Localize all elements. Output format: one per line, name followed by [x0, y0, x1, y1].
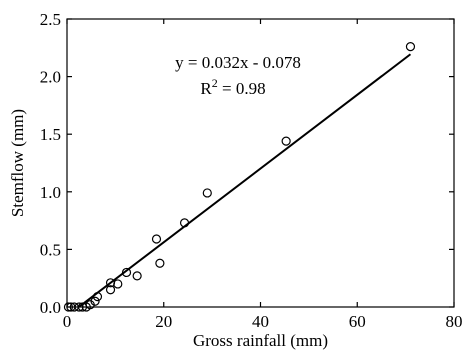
- r-squared-annotation: R2 = 0.98: [200, 76, 265, 98]
- y-tick-label: 1.5: [40, 125, 61, 144]
- y-tick-label: 2.5: [40, 10, 61, 29]
- x-tick-label: 80: [446, 312, 463, 331]
- r2-suffix: = 0.98: [218, 79, 266, 98]
- data-point: [132, 271, 142, 281]
- data-point: [105, 285, 116, 295]
- data-point: [155, 258, 165, 268]
- data-point: [113, 279, 123, 289]
- data-point: [151, 234, 162, 244]
- y-tick-label: 1.0: [40, 183, 61, 202]
- axis-ticks: 0 20 40 60 80 0.0 0.5 1.0 1.5 2.0 2.5: [40, 10, 463, 331]
- r2-superscript: 2: [212, 76, 218, 90]
- regression-equation: y = 0.032x - 0.078: [175, 53, 301, 72]
- x-axis-label: Gross rainfall (mm): [193, 331, 328, 350]
- x-tick-label: 0: [63, 312, 72, 331]
- x-tick-label: 20: [155, 312, 172, 331]
- data-point: [281, 136, 291, 146]
- y-tick-label: 0.5: [40, 240, 61, 259]
- regression-line-group: [78, 53, 412, 308]
- regression-line: [78, 53, 412, 308]
- y-tick-label: 0.0: [40, 298, 61, 317]
- y-tick-label: 2.0: [40, 68, 61, 87]
- r2-prefix: R: [200, 79, 212, 98]
- data-point: [63, 302, 74, 312]
- data-points: [63, 42, 416, 312]
- data-point: [74, 302, 84, 312]
- x-tick-label: 40: [252, 312, 269, 331]
- data-point: [90, 296, 100, 306]
- y-axis-label: Stemflow (mm): [8, 109, 27, 217]
- data-point: [405, 42, 416, 52]
- data-point: [202, 188, 212, 198]
- data-point: [105, 278, 116, 288]
- x-tick-label: 60: [349, 312, 366, 331]
